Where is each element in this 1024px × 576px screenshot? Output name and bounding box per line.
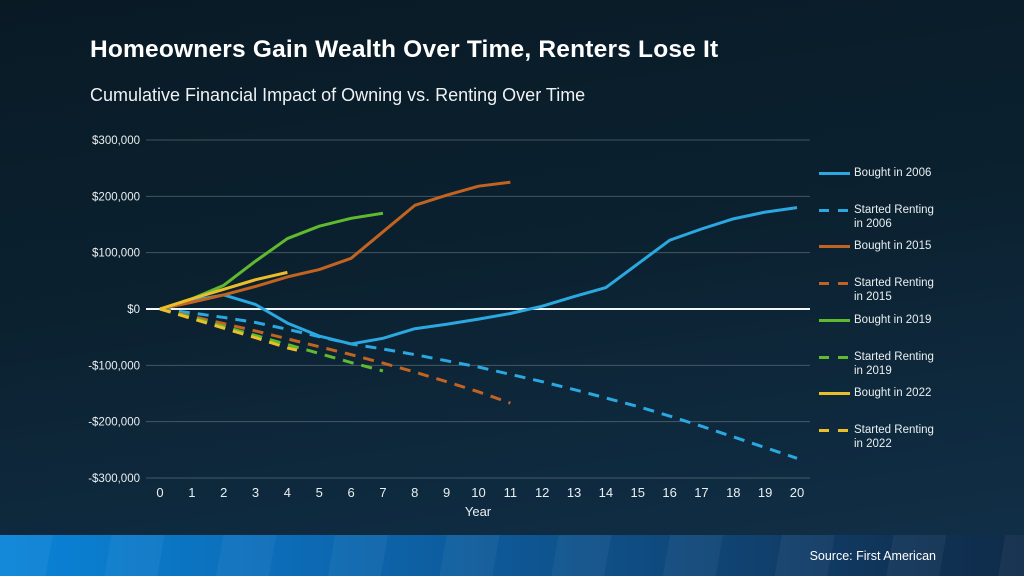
svg-text:17: 17 bbox=[694, 485, 708, 500]
legend-item: Bought in 2015 bbox=[818, 239, 946, 253]
legend-dashed-line-swatch bbox=[819, 282, 850, 285]
page-subtitle: Cumulative Financial Impact of Owning vs… bbox=[90, 85, 586, 105]
svg-text:2: 2 bbox=[220, 485, 227, 500]
svg-text:18: 18 bbox=[726, 485, 740, 500]
legend-solid-line-swatch bbox=[819, 245, 850, 248]
legend-label: Started Renting in 2006 bbox=[854, 204, 934, 230]
legend-item: Bought in 2022 bbox=[818, 386, 946, 400]
svg-text:$0: $0 bbox=[127, 304, 140, 316]
legend-solid-line-swatch bbox=[819, 172, 850, 175]
footer-bar: Source: First American bbox=[0, 535, 1024, 576]
svg-text:8: 8 bbox=[411, 485, 418, 500]
chart-legend: Bought in 2006 Started Renting in 2006 Bou… bbox=[818, 160, 1018, 480]
legend-label: Started Renting in 2019 bbox=[854, 351, 934, 377]
svg-text:1: 1 bbox=[188, 485, 195, 500]
svg-text:20: 20 bbox=[790, 485, 804, 500]
svg-text:10: 10 bbox=[471, 485, 485, 500]
legend-label: Bought in 2022 bbox=[854, 387, 932, 399]
svg-text:12: 12 bbox=[535, 485, 549, 500]
svg-text:16: 16 bbox=[662, 485, 676, 500]
svg-text:14: 14 bbox=[599, 485, 613, 500]
svg-text:7: 7 bbox=[379, 485, 386, 500]
legend-label: Bought in 2019 bbox=[854, 314, 932, 326]
legend-label: Started Renting in 2015 bbox=[854, 277, 934, 303]
svg-text:$200,000: $200,000 bbox=[92, 191, 140, 203]
svg-text:11: 11 bbox=[504, 485, 518, 500]
legend-item: Started Renting in 2019 bbox=[818, 350, 946, 378]
svg-text:13: 13 bbox=[567, 485, 581, 500]
svg-text:-$300,000: -$300,000 bbox=[88, 473, 140, 485]
svg-text:3: 3 bbox=[252, 485, 259, 500]
legend-item: Bought in 2006 bbox=[818, 166, 946, 180]
svg-text:$300,000: $300,000 bbox=[92, 135, 140, 147]
svg-text:19: 19 bbox=[758, 485, 772, 500]
svg-text:5: 5 bbox=[316, 485, 323, 500]
svg-text:6: 6 bbox=[347, 485, 354, 500]
legend-item: Started Renting in 2015 bbox=[818, 276, 946, 304]
legend-dashed-line-swatch bbox=[819, 356, 850, 359]
svg-text:15: 15 bbox=[631, 485, 645, 500]
page-title: Homeowners Gain Wealth Over Time, Renter… bbox=[90, 36, 719, 63]
legend-item: Bought in 2019 bbox=[818, 313, 946, 327]
svg-text:4: 4 bbox=[284, 485, 291, 500]
svg-text:Year: Year bbox=[465, 504, 492, 519]
legend-item: Started Renting in 2006 bbox=[818, 203, 946, 231]
svg-text:0: 0 bbox=[156, 485, 163, 500]
svg-text:-$100,000: -$100,000 bbox=[88, 360, 140, 372]
source-credit: Source: First American bbox=[809, 548, 936, 563]
svg-text:-$200,000: -$200,000 bbox=[88, 417, 140, 429]
legend-dashed-line-swatch bbox=[819, 429, 850, 432]
legend-label: Bought in 2006 bbox=[854, 167, 932, 179]
legend-label: Started Renting in 2022 bbox=[854, 424, 934, 450]
legend-solid-line-swatch bbox=[819, 392, 850, 395]
svg-text:$100,000: $100,000 bbox=[92, 248, 140, 260]
legend-dashed-line-swatch bbox=[819, 209, 850, 212]
legend-label: Bought in 2015 bbox=[854, 240, 932, 252]
svg-text:9: 9 bbox=[443, 485, 450, 500]
legend-solid-line-swatch bbox=[819, 319, 850, 322]
legend-item: Started Renting in 2022 bbox=[818, 423, 946, 451]
